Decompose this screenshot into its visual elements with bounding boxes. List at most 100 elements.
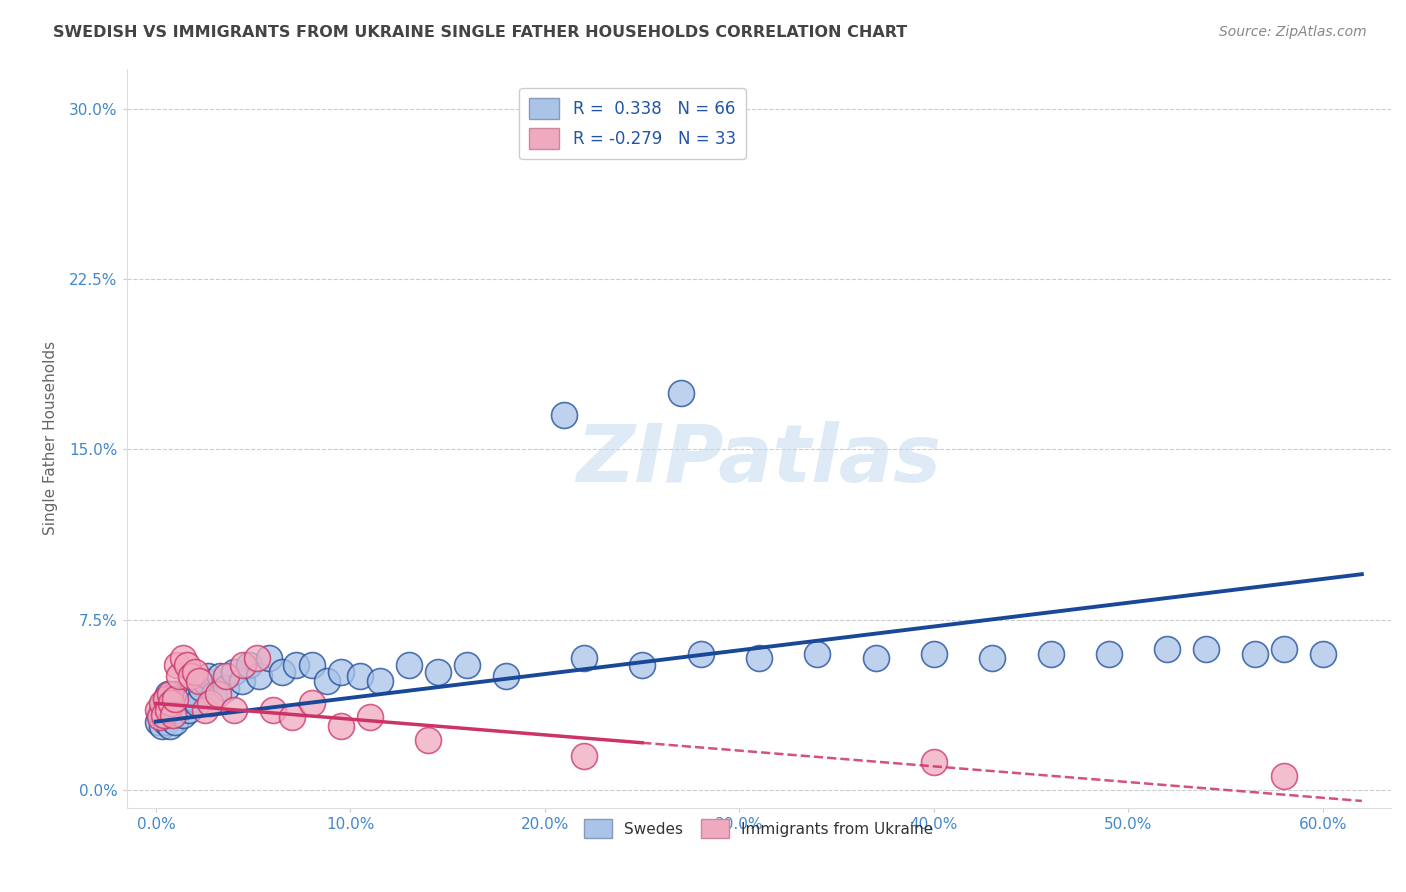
Point (197, 669, 219, 683)
Point (271, 665, 294, 679)
Point (316, 673, 339, 688)
Point (456, 657, 478, 672)
Point (146, 703, 169, 717)
Point (231, 673, 253, 688)
Point (166, 657, 188, 672)
Point (150, 719, 173, 733)
Point (155, 714, 177, 729)
Point (150, 703, 173, 717)
Point (156, 687, 179, 701)
Point (359, 710, 381, 724)
Point (246, 651, 269, 665)
Point (152, 710, 174, 724)
Point (193, 703, 215, 717)
Point (190, 681, 212, 695)
Point (169, 669, 191, 683)
Point (981, 651, 1004, 665)
Y-axis label: Single Father Households: Single Father Households (44, 341, 58, 535)
Point (1098, 647, 1121, 661)
Point (922, 647, 945, 661)
Point (1039, 647, 1062, 661)
Point (149, 710, 172, 724)
Point (1156, 642, 1178, 657)
Point (174, 697, 197, 711)
Point (426, 665, 449, 679)
Text: Source: ZipAtlas.com: Source: ZipAtlas.com (1219, 25, 1367, 39)
Point (200, 697, 222, 711)
Point (160, 707, 183, 722)
Point (177, 703, 200, 717)
Text: ZIPatlas: ZIPatlas (576, 421, 942, 500)
Point (301, 657, 323, 672)
Point (247, 669, 270, 683)
Point (152, 707, 174, 722)
Point (207, 687, 229, 701)
Point (156, 707, 179, 722)
Point (669, 385, 692, 400)
Point (1195, 642, 1218, 657)
Point (285, 657, 308, 672)
Point (172, 707, 194, 722)
Point (806, 647, 828, 661)
Point (159, 687, 181, 701)
Point (176, 657, 198, 672)
Point (166, 697, 188, 711)
Point (209, 669, 232, 683)
Point (180, 687, 202, 701)
Point (689, 647, 711, 661)
Point (572, 651, 595, 665)
Point (922, 756, 945, 770)
Point (162, 707, 184, 722)
Point (149, 707, 172, 722)
Text: SWEDISH VS IMMIGRANTS FROM UKRAINE SINGLE FATHER HOUSEHOLDS CORRELATION CHART: SWEDISH VS IMMIGRANTS FROM UKRAINE SINGL… (53, 25, 908, 40)
Point (193, 673, 215, 688)
Point (281, 710, 304, 724)
Point (215, 681, 238, 695)
Point (368, 673, 391, 688)
Point (150, 697, 173, 711)
Point (1272, 642, 1295, 657)
Point (184, 692, 207, 706)
Point (152, 697, 174, 711)
Point (215, 669, 238, 683)
Point (349, 669, 371, 683)
Point (222, 665, 245, 679)
Point (180, 669, 202, 683)
Point (165, 687, 187, 701)
Legend: Swedes, Immigrants from Ukraine: Swedes, Immigrants from Ukraine (578, 813, 939, 845)
Point (495, 669, 517, 683)
Point (170, 692, 193, 706)
Point (301, 697, 323, 711)
Point (238, 657, 260, 672)
Point (160, 692, 183, 706)
Point (222, 703, 245, 717)
Point (865, 651, 887, 665)
Point (1243, 647, 1265, 661)
Point (1272, 769, 1295, 783)
Point (162, 703, 184, 717)
Point (572, 748, 595, 763)
Point (186, 697, 208, 711)
Point (262, 703, 284, 717)
Point (169, 703, 191, 717)
Point (202, 687, 225, 701)
Point (165, 714, 187, 729)
Point (159, 697, 181, 711)
Point (187, 673, 209, 688)
Point (172, 651, 194, 665)
Point (146, 714, 169, 729)
Point (232, 657, 254, 672)
Point (155, 692, 177, 706)
Point (257, 651, 280, 665)
Point (184, 665, 207, 679)
Point (165, 692, 187, 706)
Point (398, 657, 420, 672)
Point (176, 692, 198, 706)
Point (329, 719, 352, 733)
Point (329, 665, 352, 679)
Point (156, 703, 179, 717)
Point (159, 719, 181, 733)
Point (631, 657, 654, 672)
Point (418, 732, 440, 747)
Point (748, 651, 770, 665)
